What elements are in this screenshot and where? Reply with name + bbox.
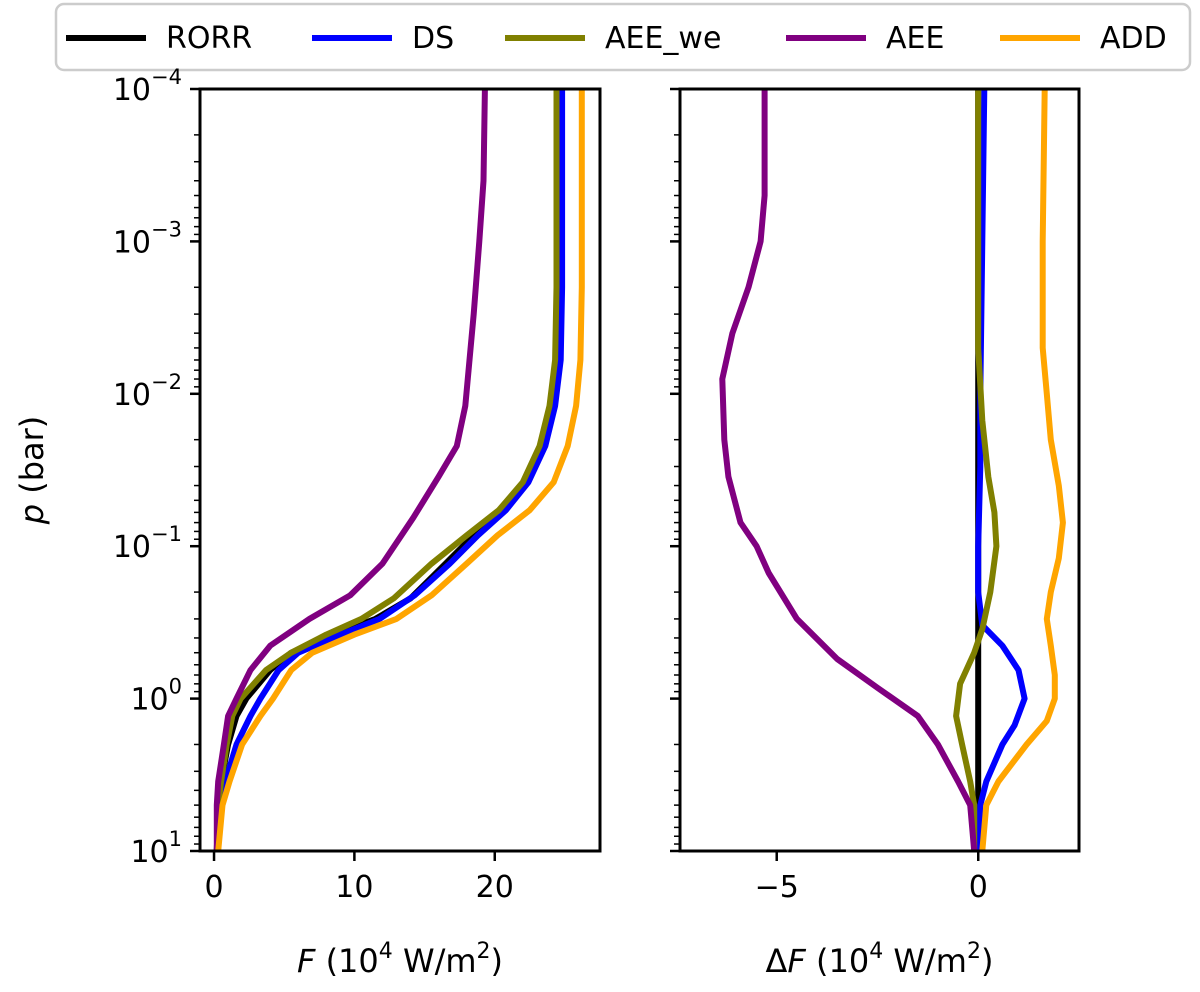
legend-item-aee-we: AEE_we <box>505 21 721 56</box>
delta-series-aee <box>719 89 978 851</box>
delta-x-tick-label: 0 <box>969 870 988 905</box>
legend-frame <box>54 2 1192 72</box>
delta-series-group <box>719 89 1066 851</box>
y-axis-label-text: p (bar) <box>13 416 51 526</box>
delta-series-aee-we <box>953 89 1000 851</box>
legend-item-add: ADD <box>1000 21 1167 56</box>
y-tick-label: 10−3 <box>113 217 182 260</box>
legend-label: AEE_we <box>605 21 721 56</box>
legend-item-aee: AEE <box>786 21 944 56</box>
flux-series-group <box>213 89 585 851</box>
y-tick-label: 101 <box>130 827 182 870</box>
flux-x-tick-label: 0 <box>204 870 223 905</box>
flux-x-tick-label: 20 <box>476 870 514 905</box>
flux-series-rorr <box>213 89 563 851</box>
flux-series-aee <box>213 89 488 851</box>
flux-series-ds <box>213 89 566 851</box>
legend-item-ds: DS <box>312 21 454 56</box>
y-axis-label: p (bar) <box>13 416 51 526</box>
flux-series-add <box>215 89 585 851</box>
delta-x-axis-label: ΔF (104 W/m2) <box>766 939 994 980</box>
delta-plot-frame <box>678 87 1081 853</box>
flux-x-axis-label: F (104 W/m2) <box>297 939 503 980</box>
legend-label: RORR <box>166 21 252 56</box>
y-tick-label: 10−2 <box>113 370 182 413</box>
flux-series-aee-we <box>213 89 560 851</box>
legend-item-rorr: RORR <box>66 21 252 56</box>
legend: RORR DS AEE_we AEE ADD <box>54 2 1192 72</box>
y-tick-label: 10−4 <box>113 65 182 108</box>
flux-plot-frame <box>198 87 602 853</box>
delta-series-add <box>979 89 1066 851</box>
y-tick-label: 100 <box>130 675 182 718</box>
legend-label: ADD <box>1100 21 1167 56</box>
legend-label: AEE <box>886 21 944 56</box>
y-tick-label: 10−1 <box>113 522 182 565</box>
legend-label: DS <box>412 21 454 56</box>
flux-x-tick-label: 10 <box>335 870 373 905</box>
delta-flux-panel: −5 0 ΔF (104 W/m2) <box>670 87 1081 980</box>
delta-x-tick-label: −5 <box>755 870 799 905</box>
